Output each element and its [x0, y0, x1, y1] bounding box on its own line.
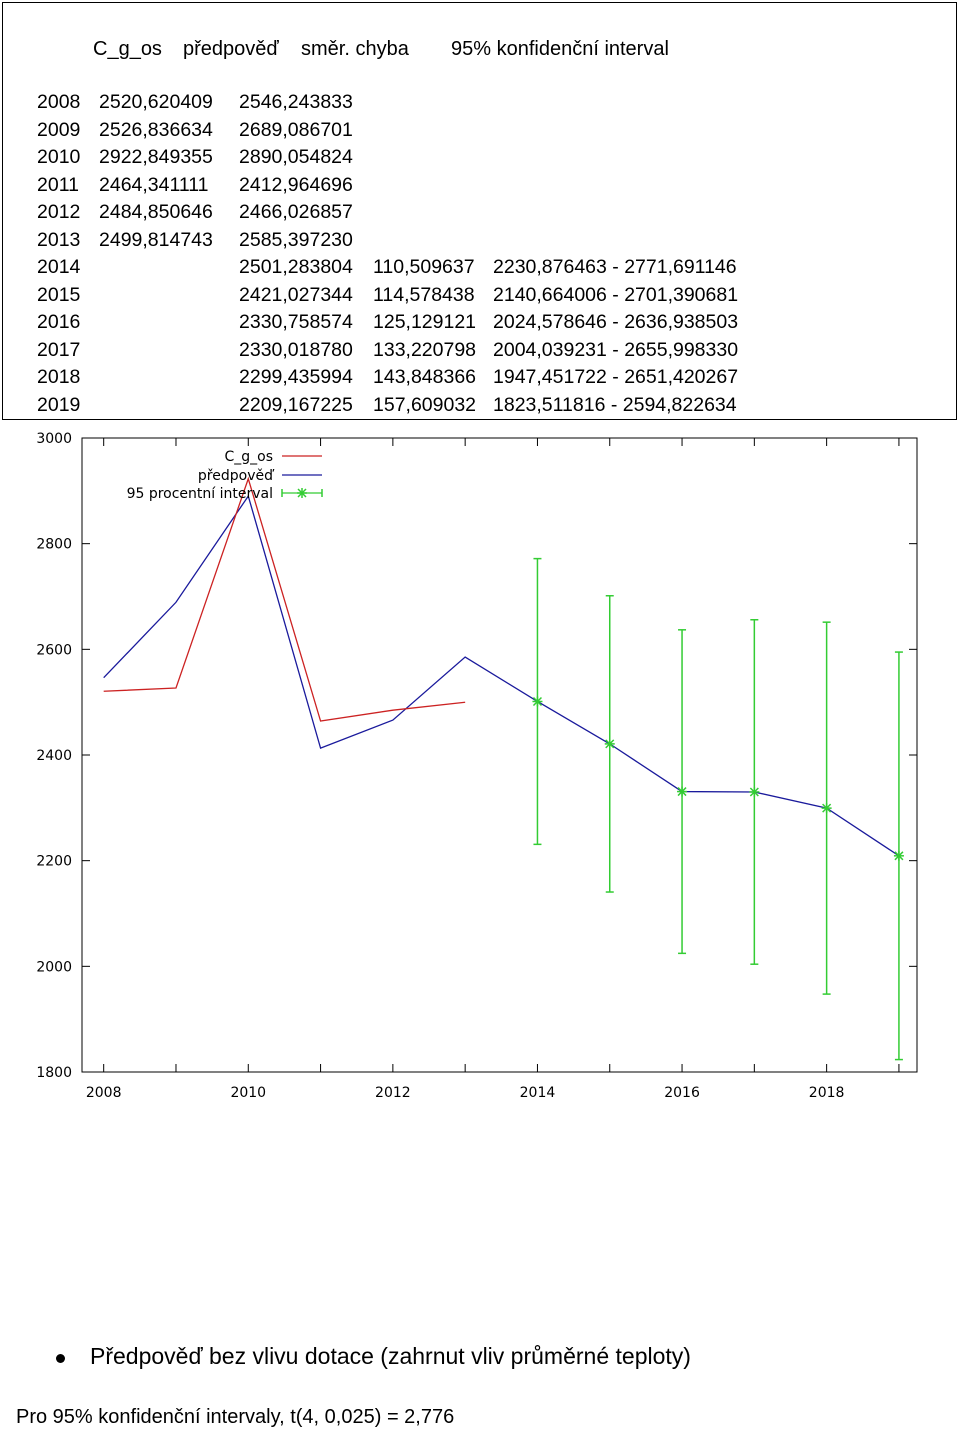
table-cell-year: 2014	[37, 256, 81, 278]
table-cell-year: 2019	[37, 393, 81, 416]
table-cell-c: 2922,849355	[99, 146, 213, 168]
interval-point	[821, 803, 832, 814]
y-tick-label: 2200	[36, 854, 72, 870]
table-cell-year: 2013	[37, 228, 81, 251]
series-c-g-os-line	[103, 476, 466, 722]
x-tick-label: 2010	[230, 1085, 266, 1101]
y-tick-label: 2800	[36, 537, 72, 553]
chart-legend: C_g_os předpověď 95 procentní interval	[127, 449, 323, 502]
table-cell-year: 2015	[37, 283, 81, 306]
table-cell-f: 2299,435994	[239, 366, 353, 388]
table-cell-c: 2499,814743	[99, 228, 213, 251]
table-cell-c: 2520,620409	[99, 91, 213, 113]
table-cell-year: 2018	[37, 366, 81, 388]
y-axis: 1800 2000 2200 2400 2600 2800 3000	[36, 431, 917, 1081]
bullet-note: Předpověď bez vlivu dotace (zahrnut vliv…	[90, 1343, 691, 1369]
x-axis: 2008 2010 2012 2014 2016 2018	[86, 438, 900, 1101]
table-cell-f: 2585,397230	[239, 228, 353, 251]
table-cell-c: 2484,850646	[99, 201, 213, 223]
table-cell-f: 2330,758574	[239, 311, 353, 333]
table-cell-year: 2017	[37, 338, 81, 361]
table-cell-ci: 2024,578646 - 2636,938503	[493, 311, 739, 333]
header-forecast: předpověď	[183, 38, 279, 60]
table-cell-se: 110,509637	[373, 256, 475, 278]
footer-note: Pro 95% konfidenční intervaly, t(4, 0,02…	[16, 1406, 455, 1428]
table-cell-se: 125,129121	[373, 311, 477, 333]
table-cell-year: 2016	[37, 311, 81, 333]
table-cell-f: 2209,167225	[239, 393, 353, 416]
table-cell-ci: 2230,876463 - 2771,691146	[493, 256, 737, 278]
table-cell-f: 2466,026857	[239, 201, 353, 223]
table-cell-year: 2011	[37, 173, 79, 196]
interval-point	[677, 786, 688, 797]
table-cell-ci: 1823,511816 - 2594,822634	[493, 393, 737, 416]
x-tick-label: 2008	[86, 1085, 122, 1101]
interval-point	[532, 696, 543, 707]
table-cell-se: 114,578438	[373, 283, 475, 306]
interval-point	[893, 850, 904, 861]
table-cell-se: 143,848366	[373, 366, 477, 388]
table-cell-f: 2412,964696	[239, 173, 353, 196]
table-cell-f: 2890,054824	[239, 146, 353, 168]
y-tick-label: 1800	[36, 1065, 72, 1081]
x-tick-label: 2014	[520, 1085, 556, 1101]
table-cell-year: 2012	[37, 201, 81, 223]
plot-frame	[81, 437, 918, 1073]
table-cell-year: 2010	[37, 146, 81, 168]
legend-label: předpověď	[198, 468, 275, 484]
table-cell-f: 2501,283804	[239, 256, 353, 278]
table-cell-f: 2546,243833	[239, 91, 353, 113]
x-tick-label: 2016	[664, 1085, 700, 1101]
x-tick-label: 2012	[375, 1085, 411, 1101]
table-cell-year: 2008	[37, 91, 81, 113]
legend-label: C_g_os	[224, 449, 273, 465]
table-cell-ci: 2004,039231 - 2655,998330	[493, 338, 739, 361]
legend-label: 95 procentní interval	[127, 486, 273, 502]
table-cell-f: 2330,018780	[239, 338, 353, 361]
bullet-icon	[56, 1354, 65, 1363]
y-tick-label: 2000	[36, 959, 72, 975]
table-cell-year: 2009	[37, 118, 81, 141]
header-c-g-os: C_g_os	[93, 38, 162, 60]
results-table: C_g_os předpověď směr. chyba 95% konfide…	[2, 2, 957, 420]
header-std-error: směr. chyba	[301, 38, 409, 60]
table-cell-f: 2689,086701	[239, 118, 353, 141]
y-tick-label: 2400	[36, 748, 72, 764]
chart-marks	[103, 476, 904, 1061]
legend-star-icon	[297, 488, 307, 498]
forecast-chart: 1800 2000 2200 2400 2600 2800 3000 2008 2010 201…	[36, 431, 918, 1101]
interval-point	[604, 738, 615, 749]
y-tick-label: 3000	[36, 431, 72, 447]
table-cell-c: 2464,341111	[99, 173, 209, 196]
x-tick-label: 2018	[809, 1085, 845, 1101]
table-cell-se: 157,609032	[373, 393, 477, 416]
table-cell-f: 2421,027344	[239, 283, 353, 306]
table-cell-c: 2526,836634	[99, 118, 213, 141]
table-cell-ci: 1947,451722 - 2651,420267	[493, 366, 739, 388]
y-tick-label: 2600	[36, 642, 72, 658]
header-confidence-interval: 95% konfidenční interval	[451, 38, 669, 60]
table-cell-ci: 2140,664006 - 2701,390681	[493, 283, 739, 306]
table-cell-se: 133,220798	[373, 338, 477, 361]
interval-point	[749, 786, 760, 797]
